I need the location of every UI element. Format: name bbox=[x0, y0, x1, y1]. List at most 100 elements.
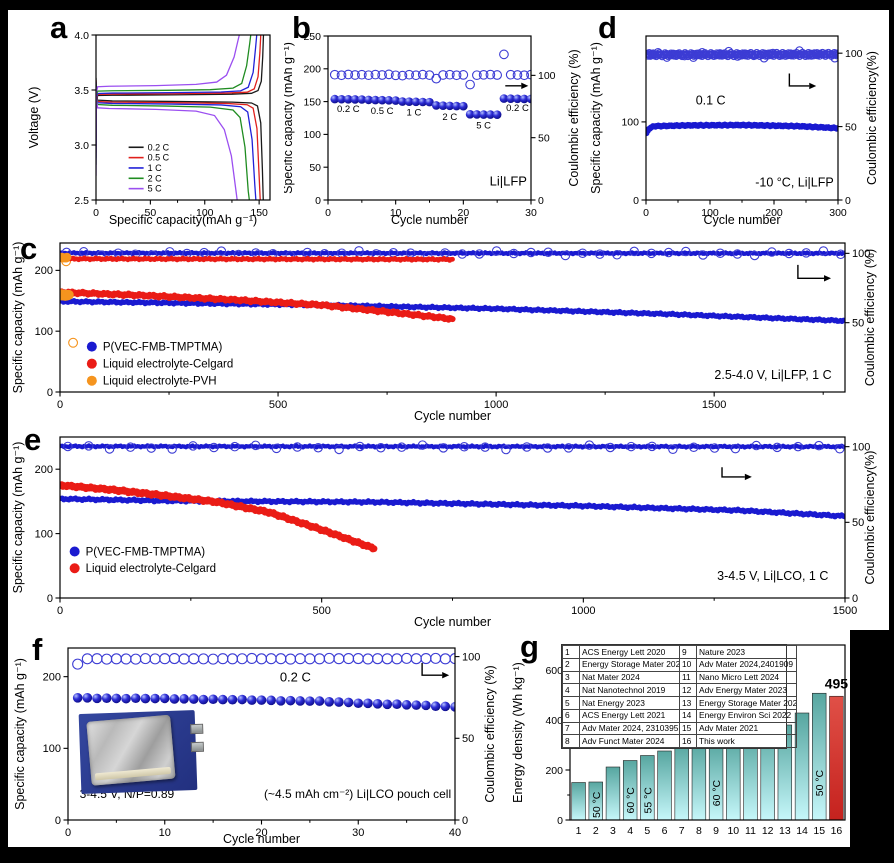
svg-text:9: 9 bbox=[713, 825, 719, 837]
svg-text:0.2 C: 0.2 C bbox=[148, 142, 170, 152]
svg-text:2.5-4.0 V, Li|LFP, 1 C: 2.5-4.0 V, Li|LFP, 1 C bbox=[714, 368, 831, 382]
svg-text:Li|LFP: Li|LFP bbox=[490, 174, 527, 189]
svg-text:20: 20 bbox=[457, 207, 469, 219]
pouch-cell-tab bbox=[190, 723, 204, 735]
ref-index-cell: 11 bbox=[679, 670, 697, 685]
ref-index-cell: 12 bbox=[679, 683, 697, 697]
ref-index-cell: 15 bbox=[679, 721, 697, 736]
svg-text:Coulombic efficiency (%): Coulombic efficiency (%) bbox=[863, 249, 877, 386]
svg-text:100: 100 bbox=[538, 70, 556, 82]
svg-text:0: 0 bbox=[47, 593, 53, 605]
svg-text:0: 0 bbox=[643, 207, 649, 219]
ref-table-row: 7 Adv Mater 2024, 2310395 15 Adv Mater 2021 bbox=[562, 721, 797, 736]
svg-text:150: 150 bbox=[303, 96, 321, 108]
svg-text:500: 500 bbox=[312, 605, 330, 617]
panel-letter-a: a bbox=[50, 10, 68, 45]
pouch-cell-seal bbox=[94, 766, 172, 781]
svg-text:0.2 C: 0.2 C bbox=[280, 670, 311, 685]
svg-text:0: 0 bbox=[47, 387, 53, 399]
svg-text:60 °C: 60 °C bbox=[711, 779, 723, 806]
ref-name-cell: Nat Energy 2023 bbox=[579, 696, 680, 710]
svg-text:55 °C: 55 °C bbox=[642, 787, 654, 814]
svg-text:Cycle number: Cycle number bbox=[223, 832, 300, 846]
ref-name-cell: Adv Energy Mater 2023 bbox=[696, 683, 797, 697]
ref-index-cell: 3 bbox=[562, 670, 580, 685]
svg-text:Specific capacity (mAh g⁻¹): Specific capacity (mAh g⁻¹) bbox=[11, 242, 25, 394]
svg-text:1 C: 1 C bbox=[407, 107, 422, 118]
svg-text:600: 600 bbox=[545, 665, 563, 677]
panel-letter-e: e bbox=[24, 422, 42, 457]
svg-text:P(VEC-FMB-TMPTMA): P(VEC-FMB-TMPTMA) bbox=[103, 342, 223, 354]
ref-name-cell: Adv Mater 2021 bbox=[696, 721, 797, 736]
ref-name-cell: ACS Energy Lett 2020 bbox=[579, 645, 680, 659]
svg-text:15: 15 bbox=[813, 825, 825, 837]
svg-text:0.5 C: 0.5 C bbox=[148, 153, 170, 163]
svg-text:5: 5 bbox=[644, 825, 650, 837]
svg-text:50: 50 bbox=[845, 121, 857, 133]
svg-text:0: 0 bbox=[633, 195, 639, 207]
svg-text:100: 100 bbox=[35, 528, 53, 540]
svg-text:14: 14 bbox=[796, 825, 808, 837]
svg-text:Specific capacity (mAh g⁻¹): Specific capacity (mAh g⁻¹) bbox=[11, 442, 25, 594]
svg-text:Specific capacity (mAh g⁻¹): Specific capacity (mAh g⁻¹) bbox=[284, 42, 295, 194]
svg-text:0: 0 bbox=[538, 195, 544, 207]
ref-name-cell: Nature 2023 bbox=[696, 645, 797, 659]
chart-a-canvas: 0 50 100 150 2.5 3.0 3.5 4.0 Specific capacity(m… bbox=[27, 30, 271, 227]
svg-text:Coulombic efficiency(%): Coulombic efficiency(%) bbox=[865, 51, 879, 185]
svg-text:1000: 1000 bbox=[484, 399, 508, 411]
svg-text:300: 300 bbox=[829, 207, 847, 219]
svg-text:50: 50 bbox=[145, 207, 157, 219]
svg-text:100: 100 bbox=[196, 207, 214, 219]
svg-text:100: 100 bbox=[35, 326, 53, 338]
svg-text:6: 6 bbox=[662, 825, 668, 837]
svg-text:500: 500 bbox=[269, 399, 287, 411]
svg-text:0: 0 bbox=[93, 207, 99, 219]
svg-text:Cycle number: Cycle number bbox=[414, 615, 491, 629]
svg-text:200: 200 bbox=[303, 64, 321, 76]
svg-text:100: 100 bbox=[621, 117, 639, 129]
svg-text:0.5 C: 0.5 C bbox=[371, 106, 394, 117]
svg-text:50: 50 bbox=[462, 733, 474, 745]
svg-text:Specific capacity(mAh g⁻¹): Specific capacity(mAh g⁻¹) bbox=[109, 213, 257, 227]
svg-text:60 °C: 60 °C bbox=[625, 787, 637, 814]
panel-d-low-temp-cycling-lfp: 0 100 200 300 0 100 100 50 0 Cycle number Specific… bbox=[590, 10, 894, 228]
ref-table-row: 1 ACS Energy Lett 2020 9 Nature 2023 bbox=[562, 645, 797, 659]
svg-text:0: 0 bbox=[315, 195, 321, 207]
svg-text:0: 0 bbox=[55, 815, 61, 827]
svg-text:150: 150 bbox=[250, 207, 268, 219]
svg-text:10: 10 bbox=[727, 825, 739, 837]
svg-text:10: 10 bbox=[159, 827, 171, 839]
svg-text:100: 100 bbox=[462, 651, 480, 663]
svg-text:5 C: 5 C bbox=[476, 120, 491, 131]
svg-text:P(VEC-FMB-TMPTMA): P(VEC-FMB-TMPTMA) bbox=[86, 546, 206, 558]
background-notch bbox=[850, 630, 894, 863]
svg-text:2 C: 2 C bbox=[442, 112, 457, 123]
ref-name-cell: Adv Mater 2024,2401909 bbox=[696, 657, 797, 672]
svg-text:10: 10 bbox=[390, 207, 402, 219]
ref-name-cell: Nat Mater 2024 bbox=[579, 670, 680, 685]
svg-text:100: 100 bbox=[845, 48, 863, 60]
svg-text:0.2 C: 0.2 C bbox=[337, 104, 360, 115]
svg-text:1000: 1000 bbox=[571, 605, 595, 617]
svg-text:200: 200 bbox=[765, 207, 783, 219]
svg-text:Liquid electrolyte-Celgard: Liquid electrolyte-Celgard bbox=[86, 563, 216, 575]
ref-table-row: 8 Adv Funct Mater 2024 16 This work bbox=[562, 734, 797, 748]
panel-a-rate-voltage-profiles: 0 50 100 150 2.5 3.0 3.5 4.0 Specific capacity(m… bbox=[8, 10, 284, 228]
svg-text:Voltage (V): Voltage (V) bbox=[27, 87, 41, 149]
svg-text:1500: 1500 bbox=[833, 605, 857, 617]
svg-text:13: 13 bbox=[779, 825, 791, 837]
ref-table-row: 6 ACS Energy Lett 2021 14 Energy Environ Sc… bbox=[562, 708, 797, 723]
svg-text:3.0: 3.0 bbox=[74, 140, 89, 152]
svg-text:16: 16 bbox=[831, 825, 843, 837]
chart-c-canvas: 0 500 1000 1500 0 100 200 100 50 Cycle number Spec… bbox=[11, 242, 877, 423]
svg-text:0: 0 bbox=[852, 593, 858, 605]
ref-name-cell: Adv Funct Mater 2024 bbox=[579, 734, 680, 748]
svg-text:Liquid electrolyte-PVH: Liquid electrolyte-PVH bbox=[103, 376, 217, 388]
svg-text:200: 200 bbox=[545, 765, 563, 777]
svg-text:Coulombic efficiency (%): Coulombic efficiency (%) bbox=[483, 665, 497, 802]
panel-e-long-cycling-lco: 0 500 1000 1500 0 100 200 100 50 0 Cycle number Spe… bbox=[8, 424, 889, 630]
ref-index-cell: 6 bbox=[562, 708, 580, 723]
